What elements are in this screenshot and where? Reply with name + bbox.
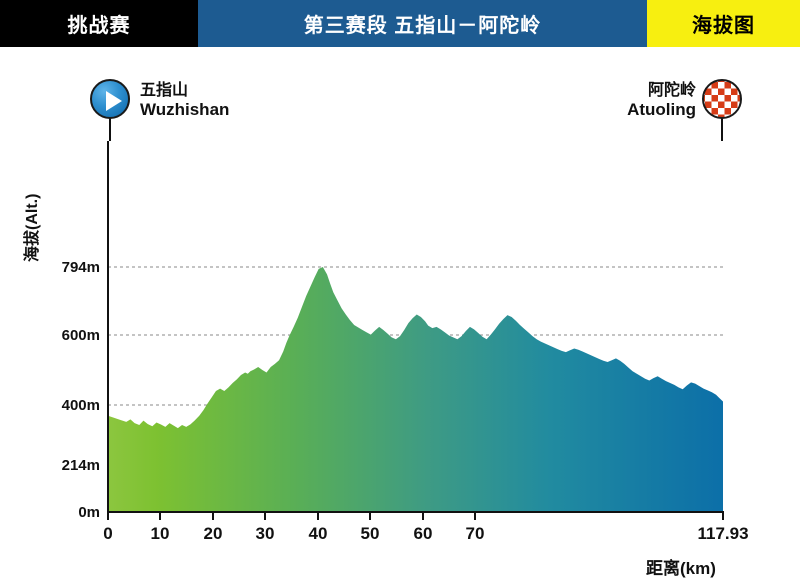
elevation-area-path	[108, 267, 723, 512]
start-labels: 五指山 Wuzhishan	[140, 81, 229, 119]
x-tick-label-10: 10	[150, 524, 170, 543]
finish-marker: 阿陀岭 Atuoling	[627, 79, 746, 123]
y-tick-label-400: 400m	[61, 397, 100, 414]
play-triangle-icon	[106, 91, 122, 111]
y-tick-label-600: 600m	[61, 327, 100, 344]
start-label-en: Wuzhishan	[140, 100, 230, 119]
finish-labels: 阿陀岭 Atuoling	[627, 81, 696, 119]
start-marker: 五指山 Wuzhishan	[90, 79, 229, 123]
elevation-profile-chart: 海拔(Alt.) 794m 600m 400m 214m 0m 0 10 20 …	[0, 47, 800, 583]
finish-label-cn: 阿陀岭	[647, 82, 696, 99]
x-tick-label-30: 30	[255, 524, 275, 543]
start-label-cn: 五指山	[140, 82, 189, 99]
x-tick-label-end: 117.93	[697, 524, 749, 543]
x-tick-marks	[107, 512, 724, 520]
y-tick-label-214: 214m	[61, 457, 100, 474]
header-series-label: 挑战赛	[0, 0, 198, 47]
checkered-flag-circle-icon	[702, 79, 742, 119]
x-axis-title: 距离(km)	[646, 559, 716, 578]
x-tick-label-70: 70	[465, 524, 485, 543]
play-circle-icon	[90, 79, 130, 119]
header-chart-type-label: 海拔图	[647, 0, 800, 47]
x-tick-label-60: 60	[413, 524, 433, 543]
x-tick-label-0: 0	[103, 524, 113, 543]
x-tick-label-50: 50	[360, 524, 380, 543]
x-tick-label-20: 20	[203, 524, 223, 543]
profile-plot-svg	[107, 97, 724, 520]
y-axis-title: 海拔(Alt.)	[24, 193, 41, 262]
finish-label-en: Atuoling	[627, 100, 696, 119]
header-bar: 挑战赛 第三赛段 五指山－阿陀岭 海拔图	[0, 0, 800, 47]
y-tick-label-794: 794m	[61, 259, 100, 276]
y-tick-label-0: 0m	[78, 504, 100, 521]
x-tick-label-40: 40	[308, 524, 328, 543]
header-stage-title: 第三赛段 五指山－阿陀岭	[198, 0, 647, 47]
